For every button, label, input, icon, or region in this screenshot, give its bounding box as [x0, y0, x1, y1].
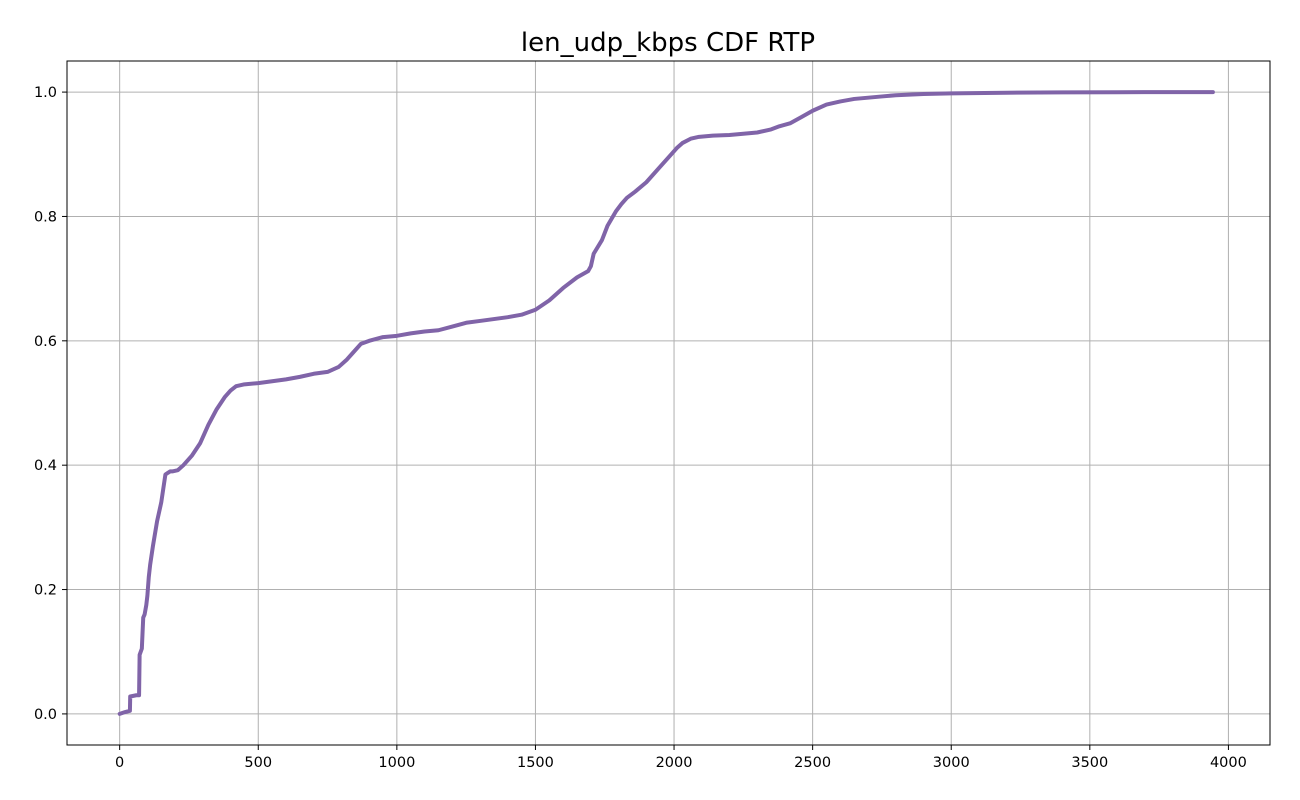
x-tick-label: 2500 — [794, 755, 831, 771]
axis-ticks: 0 500 1000 1500 2000 2500 3000 3500 4000 0.0 0.2 0.… — [34, 85, 1247, 771]
y-tick-label: 1.0 — [34, 85, 57, 101]
y-tick-label: 0.0 — [34, 707, 57, 723]
series-layer — [117, 90, 1215, 716]
x-tick-label: 2000 — [656, 755, 693, 771]
cdf-series-line — [117, 90, 1215, 716]
x-tick-label: 0 — [115, 755, 124, 771]
x-tick-label: 4000 — [1210, 755, 1247, 771]
x-tick-label: 1000 — [378, 755, 415, 771]
grid — [67, 61, 1270, 745]
x-tick-label: 500 — [244, 755, 272, 771]
plot-area-frame — [66, 60, 1271, 746]
chart-title: len_udp_kbps CDF RTP — [521, 28, 815, 58]
x-tick-label: 3000 — [933, 755, 970, 771]
y-tick-label: 0.4 — [34, 458, 57, 474]
y-tick-label: 0.2 — [34, 583, 57, 599]
x-tick-label: 1500 — [517, 755, 554, 771]
y-tick-label: 0.6 — [34, 334, 57, 350]
x-tick-label: 3500 — [1071, 755, 1108, 771]
y-tick-label: 0.8 — [34, 209, 57, 225]
